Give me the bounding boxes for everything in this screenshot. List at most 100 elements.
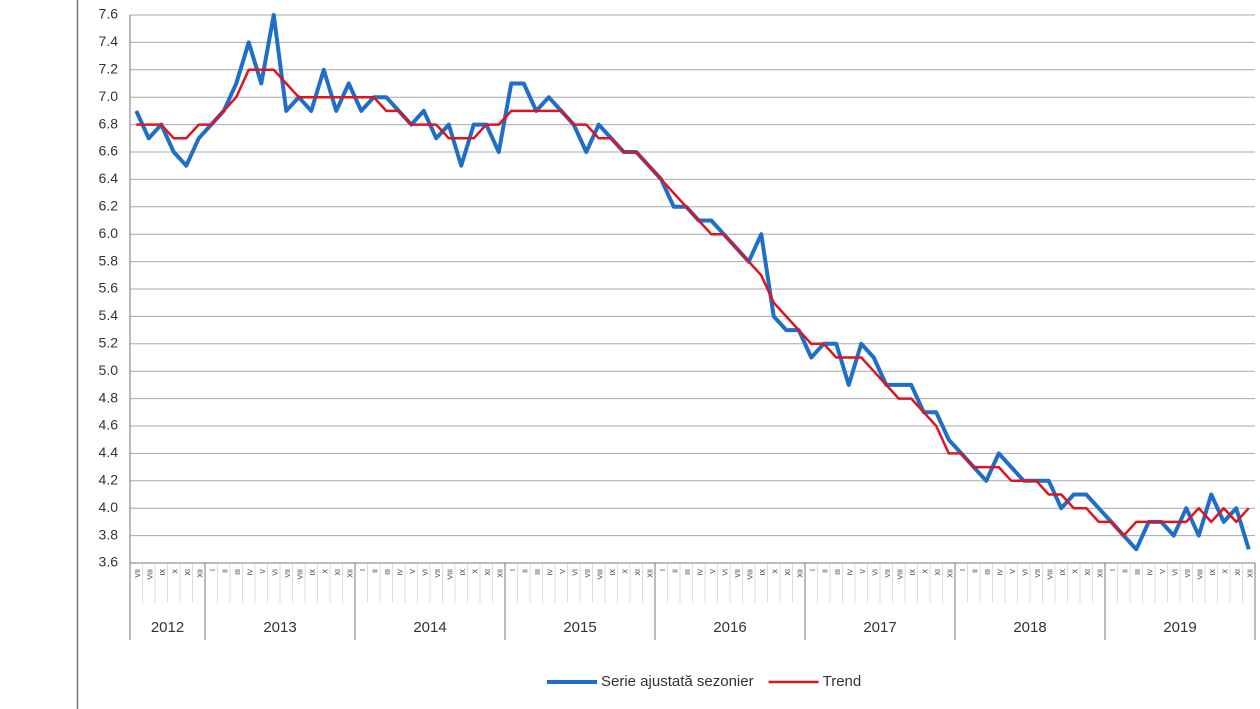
x-tick-label: IX [760,569,767,576]
x-tick-label: V [1010,569,1017,574]
x-tick-label: II [523,569,530,573]
x-tick-label: X [1223,569,1230,574]
year-label: 2018 [1013,619,1046,636]
x-tick-label: VII [285,569,292,578]
x-tick-label: XII [498,569,505,578]
x-tick-label: I [360,569,367,571]
legend-label: Serie ajustată sezonier [601,673,754,690]
x-tick-label: XI [1235,569,1242,576]
y-tick-label: 6.8 [99,115,119,131]
x-tick-label: XI [335,569,342,576]
x-tick-label: II [1123,569,1130,573]
x-tick-label: XI [485,569,492,576]
x-tick-label: V [1160,569,1167,574]
x-tick-label: III [235,569,242,575]
x-tick-label: VIII [748,569,755,580]
y-tick-label: 5.8 [99,252,119,268]
y-tick-label: 7.0 [99,88,119,104]
x-tick-label: VII [735,569,742,578]
series-line [136,68,1250,537]
y-tick-label: 7.6 [99,6,119,22]
x-tick-label: II [373,569,380,573]
x-tick-label: XI [935,569,942,576]
x-tick-label: X [773,569,780,574]
x-tick-label: X [623,569,630,574]
x-tick-label: XII [1248,569,1255,578]
x-tick-label: VIII [898,569,905,580]
x-tick-label: III [535,569,542,575]
x-tick-label: XII [1098,569,1105,578]
year-label: 2019 [1163,619,1196,636]
x-tick-label: III [385,569,392,575]
x-tick-label: III [1135,569,1142,575]
y-tick-label: 5.6 [99,280,119,296]
y-tick-label: 4.2 [99,472,119,488]
x-tick-label: VIII [148,569,155,580]
x-tick-label: V [860,569,867,574]
x-tick-label: I [1110,569,1117,571]
x-tick-label: II [223,569,230,573]
y-tick-label: 7.4 [99,33,119,49]
x-tick-label: II [823,569,830,573]
x-tick-label: VIII [1048,569,1055,580]
year-label: 2013 [263,619,296,636]
y-tick-label: 5.2 [99,335,119,351]
x-tick-label: VI [1173,569,1180,576]
y-tick-label: 5.0 [99,362,119,378]
x-tick-label: I [810,569,817,571]
year-label: 2015 [563,619,596,636]
x-tick-label: VIII [298,569,305,580]
x-tick-label: XII [648,569,655,578]
x-tick-label: IV [1148,569,1155,576]
x-tick-label: XII [798,569,805,578]
y-tick-label: 6.2 [99,198,119,214]
x-tick-label: VII [135,569,142,578]
x-tick-label: XII [348,569,355,578]
x-tick-label: IV [998,569,1005,576]
x-tick-label: IX [910,569,917,576]
x-tick-label: VIII [1198,569,1205,580]
x-tick-label: XI [785,569,792,576]
x-tick-label: I [960,569,967,571]
x-tick-label: I [510,569,517,571]
x-tick-label: II [673,569,680,573]
y-tick-label: 6.4 [99,170,119,186]
y-tick-label: 5.4 [99,307,119,323]
x-tick-label: X [323,569,330,574]
y-tick-label: 4.0 [99,499,119,515]
x-tick-label: IX [310,569,317,576]
x-tick-label: IX [460,569,467,576]
x-tick-label: VII [885,569,892,578]
x-tick-label: VIII [448,569,455,580]
x-tick-label: VII [435,569,442,578]
y-tick-label: 6.0 [99,225,119,241]
x-tick-label: IX [610,569,617,576]
x-tick-label: XI [185,569,192,576]
x-tick-label: XII [198,569,205,578]
x-tick-label: IV [548,569,555,576]
x-tick-label: XII [948,569,955,578]
x-tick-label: X [1073,569,1080,574]
y-tick-label: 4.4 [99,444,119,460]
x-tick-label: IV [248,569,255,576]
x-tick-label: V [560,569,567,574]
y-tick-label: 3.8 [99,526,119,542]
x-tick-label: III [685,569,692,575]
year-label: 2016 [713,619,746,636]
x-tick-label: VIII [598,569,605,580]
x-tick-label: IV [398,569,405,576]
x-tick-label: X [473,569,480,574]
x-tick-label: VII [1185,569,1192,578]
year-label: 2014 [413,619,446,636]
x-tick-label: VI [723,569,730,576]
series-line [134,13,1251,552]
x-tick-label: XI [635,569,642,576]
x-tick-label: III [985,569,992,575]
x-tick-label: XI [1085,569,1092,576]
x-tick-label: III [835,569,842,575]
year-label: 2017 [863,619,896,636]
x-tick-label: VII [585,569,592,578]
x-tick-label: V [710,569,717,574]
x-tick-label: IX [1060,569,1067,576]
